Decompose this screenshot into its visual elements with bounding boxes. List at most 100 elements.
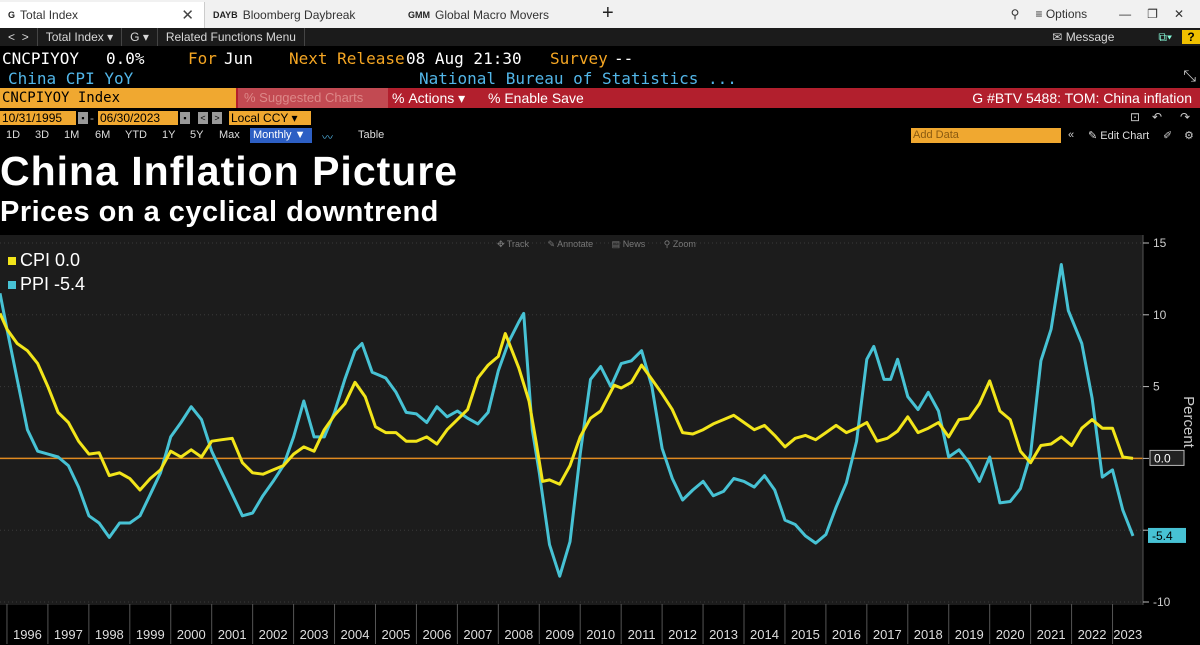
function-label: G	[130, 30, 140, 44]
chart-legend: CPI 0.0 PPI -5.4	[8, 250, 85, 298]
collapse-icon[interactable]: «	[1068, 129, 1075, 141]
actions-menu[interactable]: % Actions ▾	[392, 90, 466, 106]
y-tick-label: 5	[1153, 380, 1160, 394]
pencil-icon: ✎	[1088, 130, 1098, 142]
cpi-legend-label: CPI 0.0	[20, 250, 81, 270]
zoom-tool[interactable]: ⚲ Zoom	[663, 239, 696, 249]
ppi-last-value: -5.4	[1152, 529, 1173, 543]
calendar-icon[interactable]: ▪	[180, 112, 190, 124]
security-label: Total Index	[45, 30, 104, 44]
tab-bloomberg-daybreak[interactable]: DAYB Bloomberg Daybreak	[205, 2, 400, 28]
period-1m[interactable]: 1M	[64, 129, 80, 141]
message-button[interactable]: ✉ Message	[1052, 30, 1114, 44]
x-tick-label: 2009	[545, 627, 574, 642]
window-controls: ⚲ ≡ Options — ❐ ✕	[1011, 0, 1200, 28]
tab-label: Bloomberg Daybreak	[242, 8, 356, 22]
minimize-icon[interactable]: —	[1119, 7, 1132, 21]
x-tick-label: 2011	[628, 627, 656, 642]
currency-label: Local CCY	[231, 111, 289, 125]
chevron-down-icon: ▾	[142, 30, 149, 44]
message-label: Message	[1065, 30, 1115, 44]
gear-icon[interactable]: ⚙	[1184, 130, 1194, 142]
redo-icon[interactable]: ↷	[1179, 110, 1190, 124]
step-forward-icon[interactable]: >	[212, 112, 222, 124]
envelope-icon: ✉	[1052, 30, 1063, 44]
close-window-icon[interactable]: ✕	[1173, 7, 1184, 21]
function-menu[interactable]: G ▾	[122, 28, 158, 46]
track-tool[interactable]: ✥ Track	[497, 239, 530, 249]
enable-save-label: Enable Save	[504, 90, 584, 106]
back-icon[interactable]: <	[8, 30, 16, 44]
x-tick-label: 1996	[13, 627, 42, 642]
tab-bar: G Total Index ✕ DAYB Bloomberg Daybreak …	[0, 0, 1200, 28]
zoom-label: Zoom	[672, 239, 696, 249]
next-release-label: Next Release	[289, 49, 405, 68]
search-icon[interactable]: ⚲	[1010, 7, 1020, 21]
tab-total-index[interactable]: G Total Index ✕	[0, 2, 205, 28]
x-tick-label: 2016	[832, 627, 861, 642]
close-icon[interactable]: ✕	[181, 7, 194, 24]
security-menu[interactable]: Total Index ▾	[38, 28, 123, 46]
cpi-last-value: 0.0	[1154, 451, 1171, 465]
step-back-icon[interactable]: <	[198, 112, 208, 124]
period-row: 1D 3D 1M 6M YTD 1Y 5Y Max Monthly ▼ 〰 Ta…	[0, 128, 1200, 144]
ppi-swatch	[8, 280, 16, 289]
suggested-charts-button[interactable]: % Suggested Charts	[238, 88, 388, 108]
survey-label: Survey	[550, 49, 608, 68]
period-5y[interactable]: 5Y	[190, 129, 204, 141]
start-date-input[interactable]: 10/31/1995	[0, 111, 76, 125]
back-forward-buttons[interactable]: < >	[0, 28, 38, 46]
chevron-down-icon: ▾	[458, 90, 466, 106]
tab-label: Global Macro Movers	[435, 8, 550, 22]
security-input[interactable]: CNCPIYOY Index	[0, 88, 236, 108]
y-tick-label: 10	[1153, 308, 1167, 322]
calendar-icon[interactable]: ▪	[78, 112, 88, 124]
related-functions-menu[interactable]: Related Functions Menu	[158, 28, 305, 46]
legend-cpi[interactable]: CPI 0.0	[8, 250, 85, 271]
for-value: Jun	[224, 49, 253, 68]
x-tick-label: 2021	[1037, 627, 1066, 642]
x-tick-label: 2022	[1078, 627, 1107, 642]
expand-icon[interactable]: ⤡	[1183, 68, 1196, 85]
restore-icon[interactable]: ❐	[1147, 7, 1158, 21]
new-tab-plus-icon[interactable]: +	[602, 2, 614, 24]
undo-icon[interactable]: ↶	[1151, 110, 1162, 124]
options-menu[interactable]: ≡ Options	[1035, 7, 1088, 21]
copy-icon[interactable]: ⊡	[1129, 110, 1140, 124]
end-date-input[interactable]: 06/30/2023	[98, 111, 178, 125]
x-tick-label: 2012	[668, 627, 697, 642]
period-ytd[interactable]: YTD	[125, 129, 147, 141]
help-button[interactable]: ?	[1182, 30, 1200, 44]
tab-global-macro-movers[interactable]: GMM Global Macro Movers	[400, 2, 600, 28]
period-1y[interactable]: 1Y	[162, 129, 176, 141]
period-3d[interactable]: 3D	[35, 129, 50, 141]
currency-select[interactable]: Local CCY ▾	[229, 111, 311, 125]
edit-chart-button[interactable]: ✎ Edit Chart	[1088, 129, 1149, 142]
frequency-select[interactable]: Monthly ▼	[250, 128, 312, 143]
period-1d[interactable]: 1D	[6, 129, 21, 141]
forward-icon[interactable]: >	[21, 30, 29, 44]
draw-icon[interactable]: ✐	[1163, 130, 1173, 142]
x-tick-label: 2008	[504, 627, 533, 642]
line-chart-icon[interactable]: 〰	[322, 132, 333, 144]
news-tool[interactable]: ▤ News	[611, 239, 646, 249]
x-tick-label: 2005	[381, 627, 410, 642]
table-toggle[interactable]: Table	[358, 129, 385, 141]
x-tick-label: 2004	[341, 627, 370, 642]
add-data-input[interactable]: Add Data	[911, 128, 1061, 143]
x-axis-year-labels: 1996 1997 1998 1999 2000 2001 2002 2003 2004 2005…	[6, 604, 1142, 644]
ppi-legend-label: PPI -5.4	[20, 274, 86, 294]
y-tick-label: -10	[1153, 595, 1171, 609]
annotate-tool[interactable]: ✎ Annotate	[547, 239, 594, 249]
period-6m[interactable]: 6M	[95, 129, 111, 141]
tab-code: G	[8, 10, 16, 20]
date-range-row: 10/31/1995 ▪ - 06/30/2023 ▪ < > Local CC…	[0, 110, 1200, 126]
legend-ppi[interactable]: PPI -5.4	[8, 274, 85, 295]
grid-lines	[0, 242, 1143, 603]
period-max[interactable]: Max	[219, 129, 240, 141]
share-icon[interactable]: ⧉▾	[1158, 29, 1172, 44]
enable-save-button[interactable]: % Enable Save	[488, 90, 584, 106]
cpi-swatch	[8, 256, 16, 265]
security-header: CNCPIYOY 0.0% For Jun Next Release 08 Au…	[0, 46, 1200, 88]
